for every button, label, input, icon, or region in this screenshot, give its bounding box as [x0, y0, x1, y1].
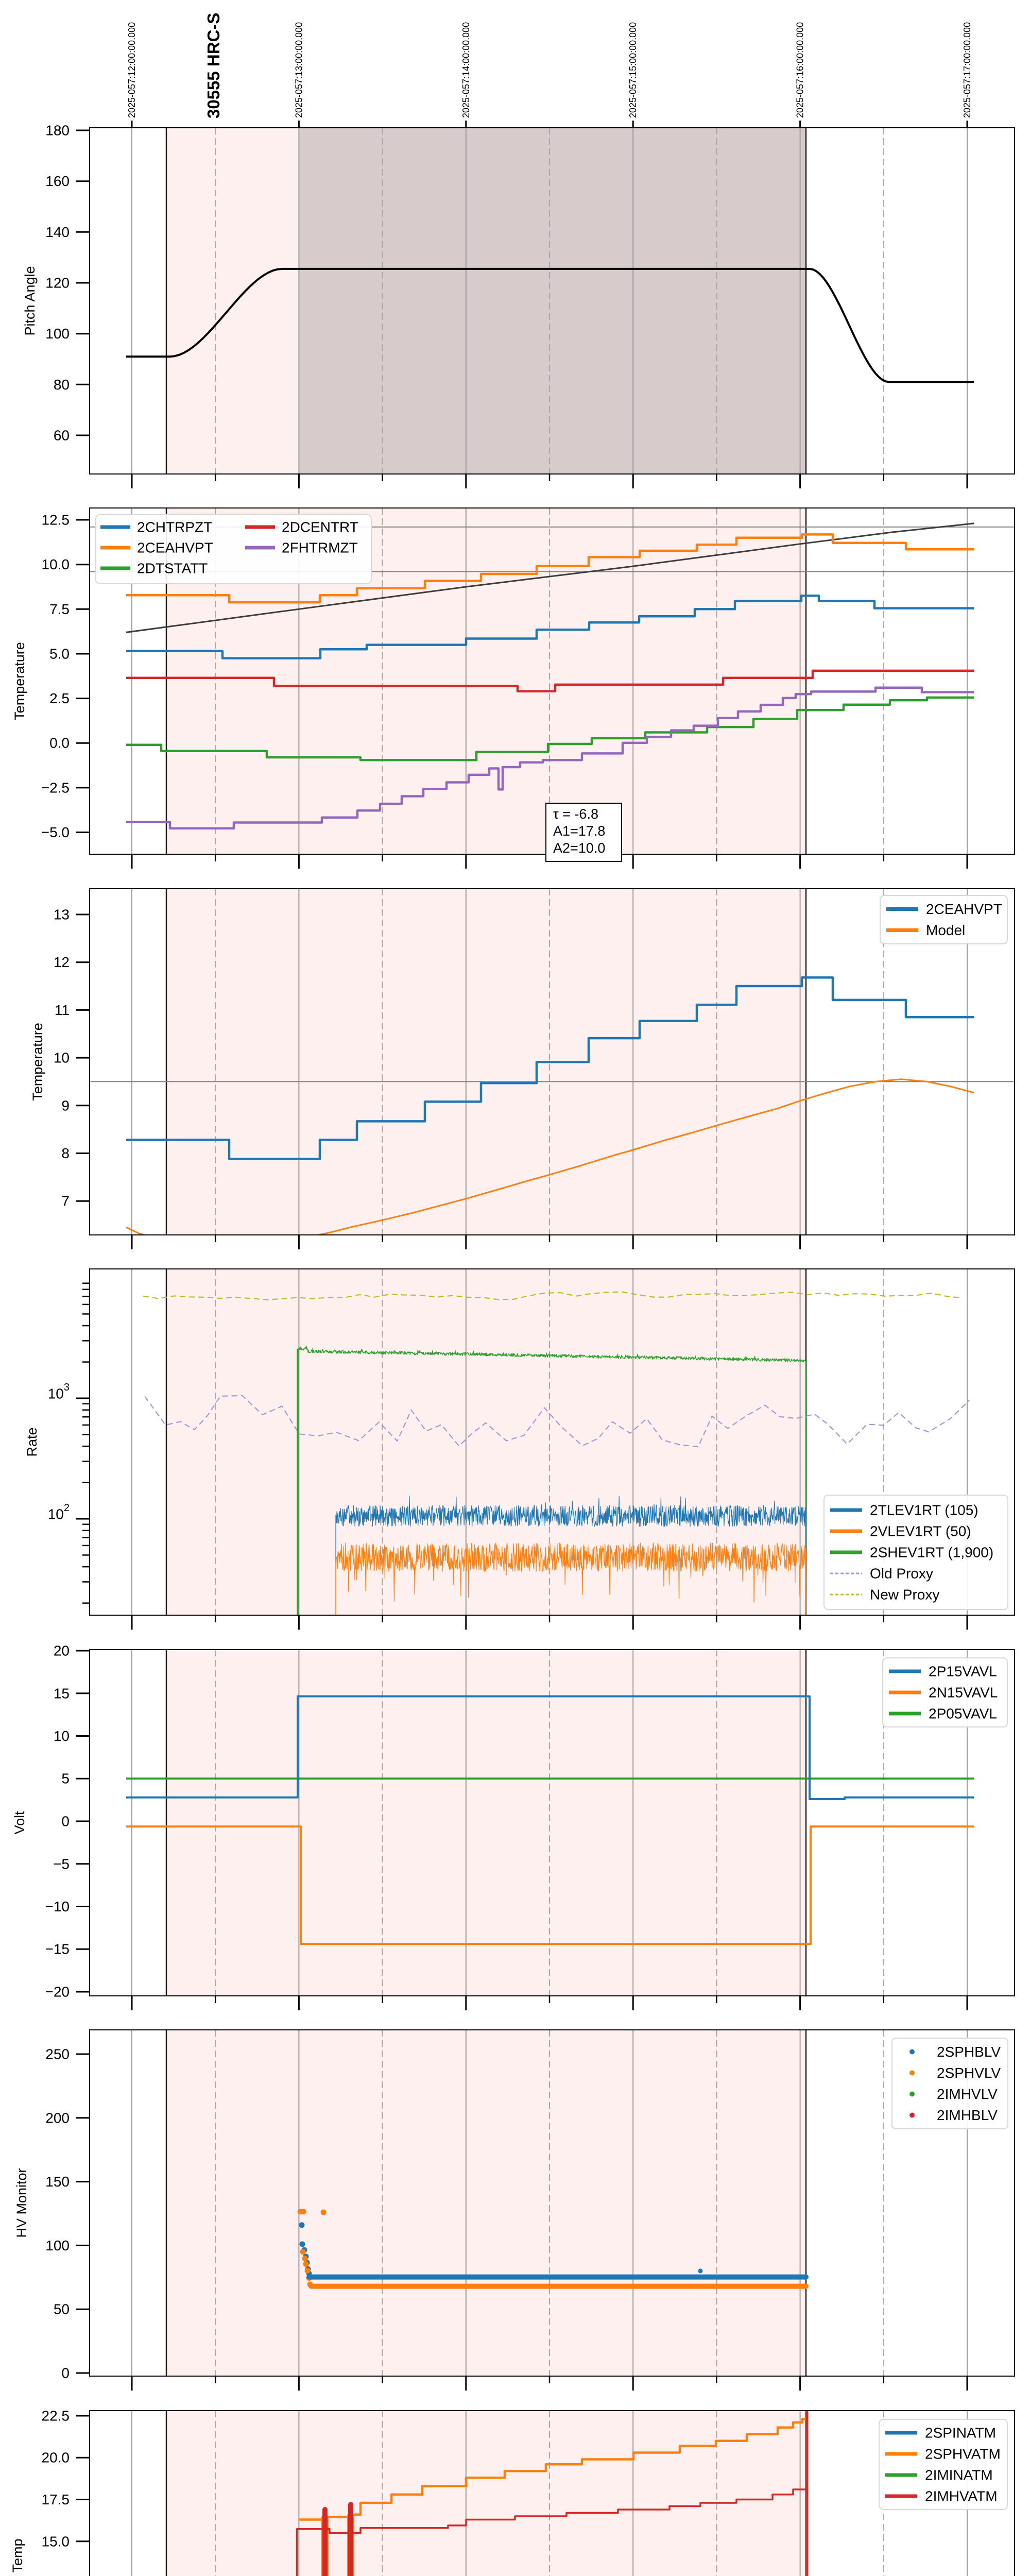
svg-text:15: 15 [54, 1685, 70, 1701]
svg-text:2SPHVATM: 2SPHVATM [925, 2446, 1001, 2462]
svg-text:10: 10 [54, 1728, 70, 1744]
svg-text:250: 250 [45, 2046, 70, 2062]
svg-text:2P15VAVL: 2P15VAVL [929, 1664, 997, 1680]
svg-text:2DTSTATT: 2DTSTATT [137, 561, 208, 577]
svg-text:0.0: 0.0 [49, 735, 70, 751]
svg-text:A2=10.0: A2=10.0 [553, 840, 605, 856]
svg-text:Old Proxy: Old Proxy [870, 1566, 933, 1582]
svg-text:2P05VAVL: 2P05VAVL [929, 1706, 997, 1722]
svg-text:60: 60 [54, 428, 70, 444]
svg-text:30555 HRC-S: 30555 HRC-S [204, 13, 223, 118]
svg-text:A1=17.8: A1=17.8 [553, 823, 605, 839]
svg-text:12: 12 [54, 954, 70, 970]
svg-text:τ = -6.8: τ = -6.8 [553, 806, 598, 822]
svg-text:Pitch Angle: Pitch Angle [22, 266, 38, 335]
svg-text:2IMINATM: 2IMINATM [925, 2467, 993, 2483]
svg-text:Rate: Rate [24, 1427, 40, 1456]
svg-text:Model: Model [926, 922, 965, 938]
svg-text:2025-057:13:00:00.000: 2025-057:13:00:00.000 [294, 22, 304, 118]
svg-text:160: 160 [45, 173, 70, 189]
svg-text:2IMHBLV: 2IMHBLV [937, 2107, 998, 2123]
svg-text:2VLEV1RT (50): 2VLEV1RT (50) [870, 1523, 971, 1539]
svg-text:12.5: 12.5 [42, 512, 70, 528]
svg-text:20.0: 20.0 [42, 2450, 70, 2466]
svg-text:10: 10 [54, 1050, 70, 1066]
svg-text:2025-057:12:00:00.000: 2025-057:12:00:00.000 [127, 22, 137, 118]
svg-text:150: 150 [45, 2174, 70, 2190]
svg-text:7.5: 7.5 [49, 601, 70, 617]
svg-text:−15: −15 [45, 1941, 70, 1957]
svg-text:22.5: 22.5 [42, 2408, 70, 2424]
svg-text:−5.0: −5.0 [41, 824, 70, 840]
svg-text:2SPINATM: 2SPINATM [925, 2425, 996, 2441]
svg-text:2.5: 2.5 [49, 690, 70, 706]
svg-text:Detector Temp: Detector Temp [10, 2538, 25, 2576]
svg-text:10.0: 10.0 [42, 556, 70, 572]
svg-text:2SHEV1RT (1,900): 2SHEV1RT (1,900) [870, 1545, 993, 1561]
svg-text:15.0: 15.0 [42, 2533, 70, 2549]
svg-text:2025-057:16:00:00.000: 2025-057:16:00:00.000 [795, 22, 805, 118]
svg-text:11: 11 [55, 1002, 70, 1018]
svg-text:2DCENTRT: 2DCENTRT [282, 519, 358, 535]
svg-text:2025-057:15:00:00.000: 2025-057:15:00:00.000 [628, 22, 638, 118]
svg-text:9: 9 [61, 1097, 70, 1113]
svg-text:2025-057:14:00:00.000: 2025-057:14:00:00.000 [461, 22, 471, 118]
svg-text:12.5: 12.5 [42, 2575, 70, 2576]
svg-text:2CEAHVPT: 2CEAHVPT [137, 540, 213, 556]
svg-text:2IMHVATM: 2IMHVATM [925, 2488, 998, 2504]
svg-text:50: 50 [54, 2301, 70, 2317]
svg-text:80: 80 [54, 377, 70, 393]
svg-text:0: 0 [61, 1814, 70, 1829]
svg-text:2FHTRMZT: 2FHTRMZT [282, 540, 358, 556]
svg-text:−2.5: −2.5 [41, 779, 70, 795]
svg-text:2025-057:17:00:00.000: 2025-057:17:00:00.000 [962, 22, 972, 118]
svg-text:7: 7 [61, 1193, 70, 1209]
svg-text:5: 5 [61, 1771, 70, 1787]
svg-text:2CEAHVPT: 2CEAHVPT [926, 901, 1002, 917]
svg-text:17.5: 17.5 [42, 2492, 70, 2507]
svg-text:200: 200 [45, 2110, 70, 2126]
svg-text:0: 0 [61, 2365, 70, 2381]
svg-text:HV Monitor: HV Monitor [14, 2168, 29, 2238]
svg-text:8: 8 [61, 1145, 70, 1161]
svg-text:2SPHBLV: 2SPHBLV [937, 2044, 1001, 2060]
svg-text:20: 20 [54, 1643, 70, 1659]
svg-text:New Proxy: New Proxy [870, 1587, 939, 1603]
svg-text:Volt: Volt [12, 1811, 27, 1835]
svg-text:180: 180 [45, 123, 70, 139]
svg-text:2N15VAVL: 2N15VAVL [929, 1685, 998, 1701]
svg-text:100: 100 [45, 326, 70, 342]
svg-text:120: 120 [45, 275, 70, 291]
svg-text:Temperature: Temperature [30, 1023, 45, 1101]
svg-text:2SPHVLV: 2SPHVLV [937, 2065, 1001, 2081]
svg-text:2CHTRPZT: 2CHTRPZT [137, 519, 212, 535]
svg-text:−10: −10 [45, 1899, 70, 1914]
svg-text:−5: −5 [53, 1856, 70, 1872]
svg-text:−20: −20 [45, 1984, 70, 2000]
svg-text:100: 100 [45, 2238, 70, 2253]
svg-text:Temperature: Temperature [12, 642, 27, 720]
svg-text:13: 13 [54, 907, 70, 923]
svg-text:140: 140 [45, 224, 70, 240]
svg-text:2IMHVLV: 2IMHVLV [937, 2086, 998, 2102]
svg-text:2TLEV1RT (105): 2TLEV1RT (105) [870, 1502, 978, 1518]
svg-text:5.0: 5.0 [49, 646, 70, 662]
